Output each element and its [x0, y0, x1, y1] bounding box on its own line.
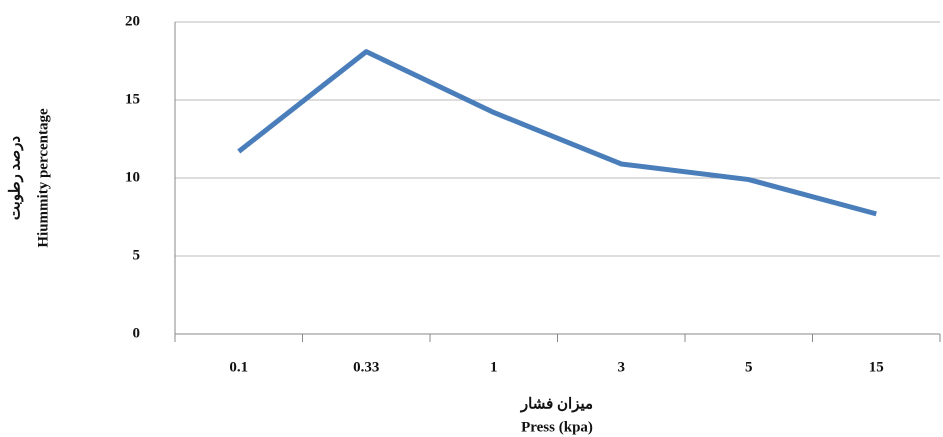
- y-tick-label: 5: [133, 247, 141, 263]
- x-axis-title: میزان فشار: [520, 396, 593, 412]
- y-axis-title: درصد رطوبت: [7, 136, 23, 220]
- y-tick-label: 15: [125, 91, 140, 107]
- data-line: [237, 49, 877, 217]
- x-tick-label: 1: [490, 359, 498, 375]
- y-tick-label: 20: [125, 13, 140, 29]
- y-tick-label: 0: [133, 325, 141, 341]
- x-tick-label: 5: [745, 359, 753, 375]
- x-tick-label: 0.1: [229, 359, 248, 375]
- y-tick-label: 10: [125, 169, 140, 185]
- x-axis-title: Press (kpa): [521, 419, 593, 435]
- x-tick-label: 3: [618, 359, 626, 375]
- y-axis-title: Hiummity percentage: [35, 108, 51, 248]
- x-tick-label: 0.33: [353, 359, 379, 375]
- x-tick-label: 15: [869, 359, 884, 375]
